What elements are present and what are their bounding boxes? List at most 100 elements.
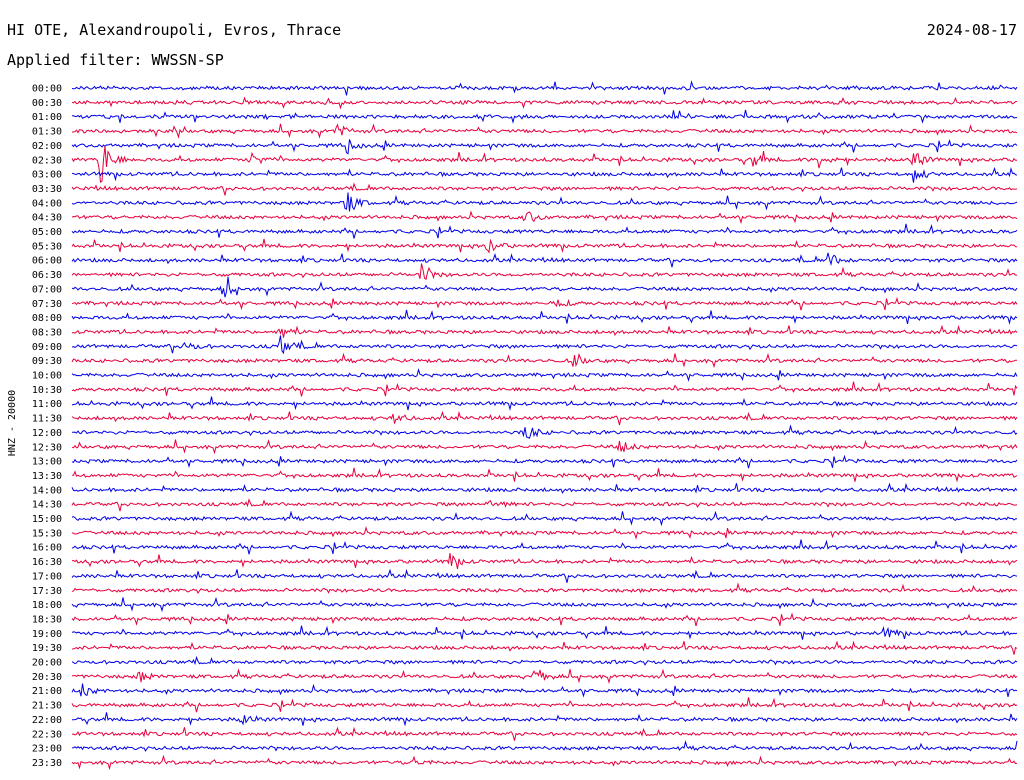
trace-row <box>71 96 1018 110</box>
row-label: 02:30 <box>32 155 62 166</box>
trace-row <box>71 510 1018 527</box>
row-label: 06:00 <box>32 256 62 267</box>
seismic-traces <box>71 80 1018 771</box>
trace-row <box>71 223 1018 239</box>
row-label: 21:00 <box>32 686 62 697</box>
trace-row <box>71 740 1018 752</box>
row-label: 02:00 <box>32 141 62 152</box>
row-label: 04:00 <box>32 198 62 209</box>
trace-row <box>71 192 1018 212</box>
trace-row <box>71 640 1018 655</box>
trace-row <box>71 368 1018 382</box>
row-label: 11:30 <box>32 414 62 425</box>
row-label: 23:30 <box>32 758 62 769</box>
row-label: 16:00 <box>32 543 62 554</box>
trace-row <box>71 568 1018 583</box>
trace-row <box>71 123 1018 139</box>
trace-row <box>71 252 1018 268</box>
date-label: 2024-08-17 <box>926 21 1017 39</box>
row-label: 14:00 <box>32 485 62 496</box>
row-label: 00:00 <box>32 84 62 95</box>
row-label: 08:30 <box>32 327 62 338</box>
trace-row <box>71 182 1018 196</box>
row-label: 15:00 <box>32 514 62 525</box>
row-label: 17:30 <box>32 586 62 597</box>
trace-row <box>71 482 1018 494</box>
trace-row <box>71 139 1018 155</box>
trace-row <box>71 683 1018 698</box>
row-label: 18:00 <box>32 600 62 611</box>
row-label: 09:30 <box>32 356 62 367</box>
row-label: 18:30 <box>32 614 62 625</box>
trace-row <box>71 352 1017 369</box>
row-label: 15:30 <box>32 528 62 539</box>
trace-row <box>71 210 1018 225</box>
row-label: 13:00 <box>32 457 62 468</box>
row-label: 09:00 <box>32 342 62 353</box>
row-label: 07:00 <box>32 284 62 295</box>
trace-row <box>71 668 1018 684</box>
trace-row <box>71 335 1018 355</box>
row-label: 03:30 <box>32 184 62 195</box>
trace-row <box>71 582 1018 594</box>
row-label: 14:30 <box>32 500 62 511</box>
row-label: 05:30 <box>32 241 62 252</box>
row-label: 01:30 <box>32 127 62 138</box>
trace-row <box>71 324 1018 338</box>
trace-row <box>72 424 1018 439</box>
row-label: 13:30 <box>32 471 62 482</box>
trace-row <box>71 263 1017 281</box>
row-label: 22:30 <box>32 729 62 740</box>
trace-row <box>71 552 1018 570</box>
row-label: 19:30 <box>32 643 62 654</box>
trace-row <box>71 625 1018 640</box>
trace-row <box>71 80 1018 96</box>
trace-row <box>71 166 1018 183</box>
row-label: 04:30 <box>32 213 62 224</box>
trace-row <box>71 612 1018 627</box>
trace-row <box>71 655 1018 666</box>
trace-row <box>71 454 1018 469</box>
trace-row <box>71 410 1018 426</box>
row-label: 01:00 <box>32 112 62 123</box>
row-label: 10:30 <box>32 385 62 396</box>
filter-label: Applied filter: WWSSN-SP <box>7 51 224 69</box>
row-label: 22:00 <box>32 715 62 726</box>
trace-row <box>71 439 1018 455</box>
row-label: 17:00 <box>32 571 62 582</box>
row-label: 12:00 <box>32 428 62 439</box>
trace-row <box>71 726 1018 741</box>
trace-row <box>71 754 1018 771</box>
trace-row <box>72 712 1018 727</box>
trace-row <box>71 697 1018 713</box>
trace-row <box>71 296 1018 311</box>
trace-row <box>71 498 1018 512</box>
row-label: 05:00 <box>32 227 62 238</box>
row-label: 19:00 <box>32 629 62 640</box>
row-label: 21:30 <box>32 701 62 712</box>
trace-row <box>71 396 1018 411</box>
trace-row <box>71 276 1018 298</box>
trace-row <box>71 145 1017 183</box>
row-label: 10:00 <box>32 371 62 382</box>
trace-row <box>71 238 1018 254</box>
row-label: 12:30 <box>32 442 62 453</box>
trace-row <box>71 309 1018 325</box>
row-label: 03:00 <box>32 170 62 181</box>
row-label: 23:00 <box>32 744 62 755</box>
trace-row <box>71 539 1018 555</box>
row-label: 07:30 <box>32 299 62 310</box>
row-label: 16:30 <box>32 557 62 568</box>
station-title: HI OTE, Alexandroupoli, Evros, Thrace <box>7 21 342 39</box>
trace-row <box>72 109 1017 124</box>
trace-row <box>72 467 1018 483</box>
row-label: 20:00 <box>32 658 62 669</box>
row-labels: 00:00 00:30 01:00 01:30 02:00 02:30 03:00 03:30… <box>32 84 62 769</box>
row-label: 08:00 <box>32 313 62 324</box>
row-label: 06:30 <box>32 270 62 281</box>
trace-row <box>71 596 1018 613</box>
trace-row <box>71 525 1018 540</box>
row-label: 11:00 <box>32 399 62 410</box>
row-label: 00:30 <box>32 98 62 109</box>
